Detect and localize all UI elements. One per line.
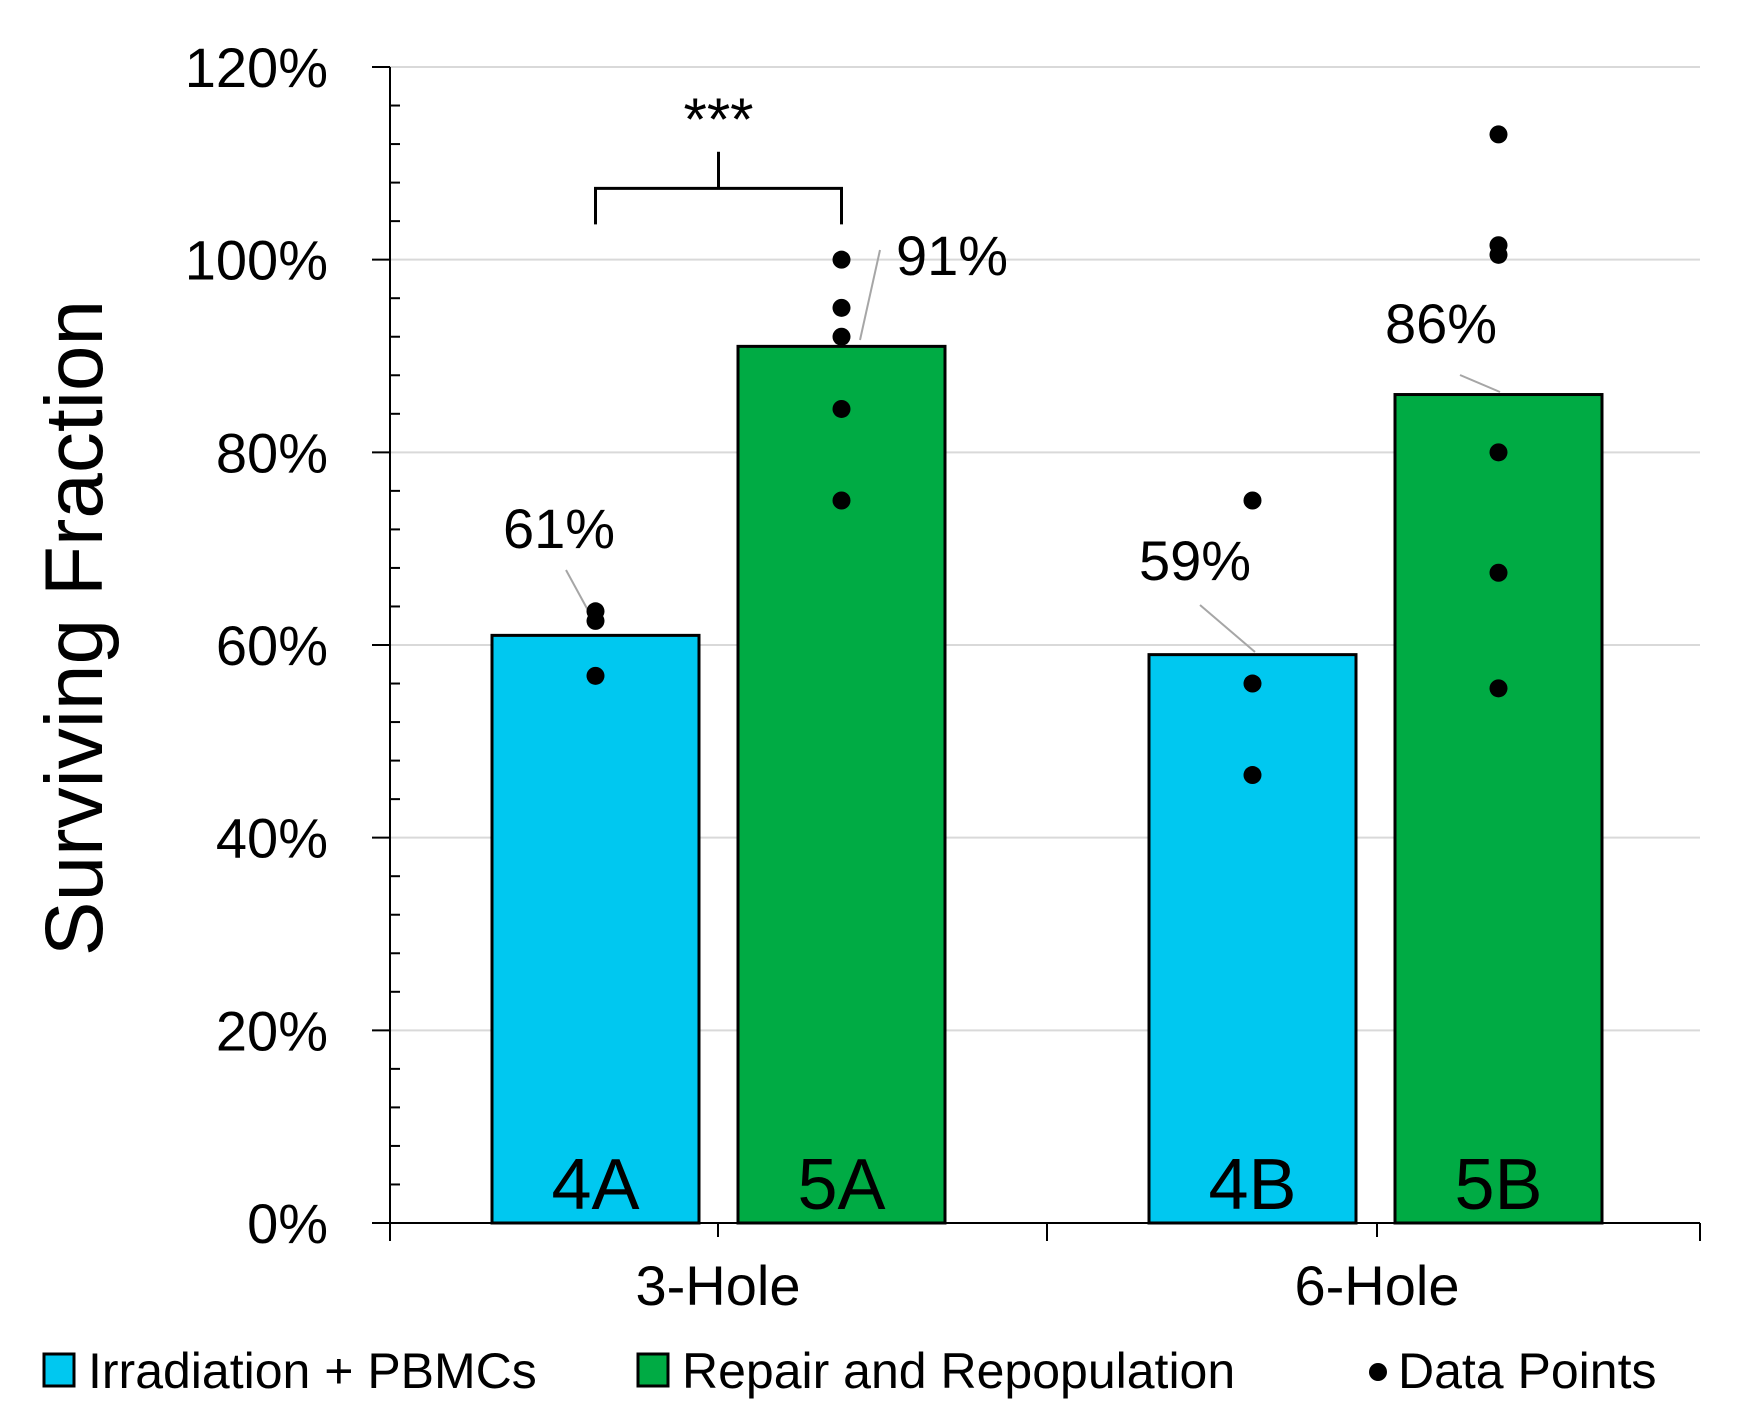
data-point [1489,245,1508,264]
y-tick-label: 120% [185,36,328,99]
data-point [1489,443,1508,462]
bars [490,344,1604,1225]
value-label-5a: 91% [896,224,1008,287]
y-tick-label: 20% [216,999,328,1062]
data-point [586,666,605,685]
data-point [1243,766,1262,785]
axes: 0% 20% 40% 60% 80% 100% 120% 3-Hole 6-Hole [185,36,1701,1317]
data-point [1489,563,1508,582]
data-point [1243,491,1262,510]
bar-4a [490,633,701,1225]
significance-label: *** [683,86,753,153]
y-tick-label: 0% [247,1192,328,1255]
labels: 4A 4B 5A 5B 61% 59% 91% 86% *** [503,86,1543,1225]
data-points [586,125,1508,785]
data-point [1243,674,1262,693]
bar-inner-label: 5A [797,1145,885,1225]
value-label-4a: 61% [503,497,615,560]
legend: Irradiation + PBMCs Repair and Repopulat… [42,1343,1656,1399]
y-tick-label: 60% [216,614,328,677]
y-axis-title: Surviving Fraction [29,300,120,956]
value-label-leader [1199,604,1256,653]
x-category-label: 6-Hole [1295,1254,1460,1317]
value-label-leader [1459,374,1501,393]
legend-swatch-irradiation [42,1352,76,1388]
bar-inner-label: 5B [1454,1145,1542,1225]
data-point [832,399,851,418]
value-label-leader [859,249,881,341]
bar-4b [1147,653,1358,1225]
data-point [832,491,851,510]
data-point [832,250,851,269]
legend-label-repair: Repair and Repopulation [682,1343,1235,1399]
data-point [1489,125,1508,144]
legend-swatch-repair [636,1352,670,1388]
legend-label-data-points: Data Points [1398,1343,1656,1399]
bar-5b [1393,393,1604,1225]
legend-marker-data-points [1369,1363,1387,1381]
data-point [1489,679,1508,698]
legend-label-irradiation: Irradiation + PBMCs [88,1343,537,1399]
data-point [586,611,605,630]
y-tick-label: 40% [216,807,328,870]
y-tick-label: 100% [185,229,328,292]
data-point [832,327,851,346]
bar-5a [736,344,947,1225]
significance-bracket [594,186,843,225]
y-tick-label: 80% [216,421,328,484]
bar-inner-label: 4B [1208,1145,1296,1225]
value-label-4b: 59% [1139,529,1251,592]
data-point [832,298,851,317]
x-category-label: 3-Hole [636,1254,801,1317]
bar-inner-label: 4A [551,1145,639,1225]
value-label-5b: 86% [1385,292,1497,355]
